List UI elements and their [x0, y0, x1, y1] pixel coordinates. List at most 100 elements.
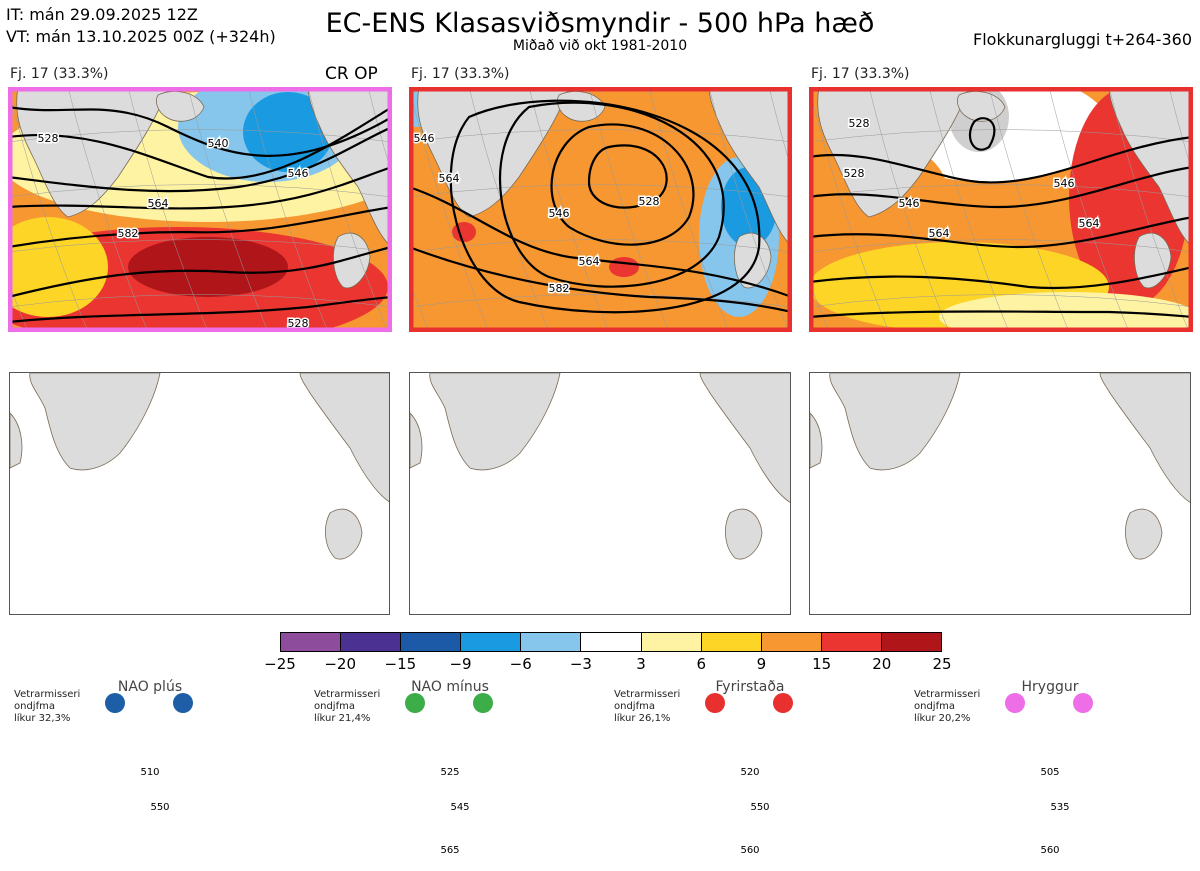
- height-contour: [8, 125, 392, 193]
- panel-frame: [409, 87, 792, 332]
- anomaly-colorbar: [280, 632, 942, 652]
- contour-label: 525: [440, 767, 459, 778]
- contour-label: 550: [750, 802, 769, 813]
- contour-label: 546: [549, 207, 570, 220]
- colorbar-bin: [341, 633, 402, 651]
- anomaly-area: [1082, 715, 1118, 755]
- regime-title: Fyrirstaða: [715, 679, 785, 695]
- land-outline: [410, 373, 790, 560]
- height-contour: [809, 265, 1193, 290]
- regime-title: Hryggur: [1021, 679, 1079, 695]
- contour-label: 564: [1079, 217, 1100, 230]
- regime-blocking: 520 550 560 Fyrirstaða Vetrarmisseri ondjfm…: [600, 675, 900, 871]
- colorbar-bin: [281, 633, 342, 651]
- anomaly-area: [452, 222, 476, 242]
- contour-label: 528: [844, 167, 865, 180]
- contour-label: 545: [450, 802, 469, 813]
- contour-label: 540: [208, 137, 229, 150]
- cluster-map-1: 528 540 546 564 582 528: [8, 87, 392, 332]
- height-contour: [8, 106, 392, 180]
- contour-label: 582: [118, 227, 139, 240]
- anomaly-area: [128, 237, 288, 297]
- height-contour: [809, 165, 1193, 209]
- anomaly-area: [690, 720, 740, 810]
- anomaly-area: [422, 719, 458, 751]
- height-contour: [449, 99, 761, 314]
- regime-marker: [405, 693, 425, 713]
- colorbar-bin: [821, 633, 882, 651]
- height-contour: [8, 295, 392, 324]
- regime-marker: [173, 693, 193, 713]
- colorbar-tick-label: 15: [812, 655, 832, 673]
- coastline: [1000, 715, 1054, 845]
- page-subtitle: Miðað við okt 1981-2010: [512, 38, 688, 54]
- colorbar-bin: [581, 633, 642, 651]
- regime-marker: [773, 693, 793, 713]
- contour-label: 505: [1040, 767, 1059, 778]
- coastline: [400, 715, 454, 845]
- contour-label: 528: [38, 132, 59, 145]
- height-contour: [968, 117, 996, 151]
- colorbar-tick-label: −20: [324, 655, 356, 673]
- classification-window: Flokkunargluggi t+264-360: [973, 30, 1192, 49]
- run-info: IT: mán 29.09.2025 12Z VT: mán 13.10.202…: [6, 4, 276, 48]
- anomaly-area: [410, 705, 470, 765]
- height-contour: [409, 185, 792, 299]
- height-contour: [409, 245, 792, 314]
- colorbar-tick-label: 9: [756, 655, 767, 673]
- colorbar-tick-label: −9: [449, 655, 472, 673]
- regime-marker: [105, 693, 125, 713]
- empty-map-1: [9, 372, 390, 615]
- graticule: [8, 87, 392, 332]
- colorbar-tick-label: 25: [932, 655, 952, 673]
- colorbar-tick-label: −6: [509, 655, 532, 673]
- height-contour: [809, 135, 1193, 184]
- regime-title: NAO plús: [117, 679, 183, 695]
- height-contour: [809, 215, 1193, 249]
- contour-label: 560: [1040, 845, 1059, 856]
- colorbar-tick-label: −25: [264, 655, 296, 673]
- panel-frame: [8, 87, 392, 332]
- regime-title: NAO mínus: [411, 679, 489, 695]
- anomaly-area: [118, 745, 162, 785]
- regime-note: Vetrarmisseri ondjfma líkur 21,4%: [314, 689, 381, 724]
- contour-label: 528: [639, 195, 660, 208]
- contour-label: 564: [929, 227, 950, 240]
- land-outline: [10, 373, 389, 560]
- coastline: [490, 715, 580, 850]
- coastline: [1090, 715, 1180, 850]
- contour-label: 550: [150, 802, 169, 813]
- valid-time: VT: mán 13.10.2025 00Z (+324h): [6, 27, 276, 46]
- empty-map-3: [809, 372, 1191, 615]
- page-title: EC-ENS Klasasviðsmyndir - 500 hPa hæð: [325, 8, 875, 39]
- land-outline: [810, 373, 1190, 560]
- regime-note: Vetrarmisseri ondjfma líkur 26,1%: [614, 689, 681, 724]
- colorbar-bin: [401, 633, 462, 651]
- colorbar-bin: [461, 633, 522, 651]
- regime-ridge: 505 535 560 Hryggur Vetrarmisseri ondjfma lí…: [900, 675, 1200, 871]
- regime-nao-minus: 525 545 565 NAO mínus Vetrarmisseri ondjfma…: [300, 675, 600, 871]
- anomaly-area: [609, 257, 639, 277]
- colorbar-ticks: −25 −20 −15 −9 −6 −3 3 6 9 15 20 25: [0, 655, 1200, 675]
- contour-label: 564: [148, 197, 169, 210]
- colorbar-bin: [641, 633, 702, 651]
- height-contour: [587, 144, 668, 209]
- height-contour: [8, 205, 392, 249]
- height-contour: [499, 101, 725, 288]
- regime-marker: [473, 693, 493, 713]
- panel-frame: [809, 87, 1193, 332]
- anomaly-area: [735, 710, 825, 800]
- regime-note: Vetrarmisseri ondjfma líkur 20,2%: [914, 689, 981, 724]
- coastline: [190, 715, 280, 850]
- regime-marker: [1005, 693, 1025, 713]
- colorbar-tick-label: −15: [384, 655, 417, 673]
- coastline: [100, 715, 154, 845]
- graticule: [809, 87, 1193, 332]
- colorbar-tick-label: 3: [636, 655, 646, 673]
- height-contour: [809, 310, 1193, 319]
- coastline: [790, 715, 880, 850]
- height-contour: [8, 105, 392, 157]
- contour-label: 564: [439, 172, 460, 185]
- panel-1-extra: CR OP: [325, 64, 378, 84]
- land-outline: [16, 87, 392, 289]
